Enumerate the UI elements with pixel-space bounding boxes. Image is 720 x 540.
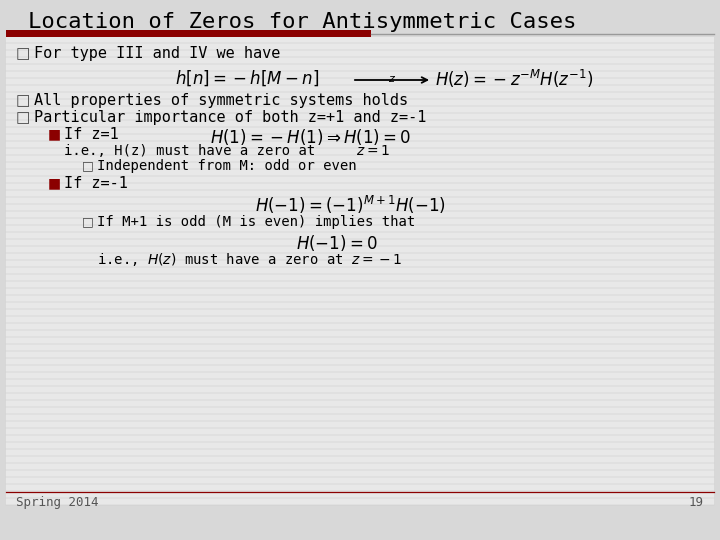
Text: $H(z) = -z^{-M}H(z^{-1})$: $H(z) = -z^{-M}H(z^{-1})$ [435,68,593,90]
Text: □: □ [82,159,94,172]
Bar [6,37,714,505]
Text: $z = 1$: $z = 1$ [356,144,390,158]
Text: If z=-1: If z=-1 [64,176,128,191]
Text: All properties of symmetric systems holds: All properties of symmetric systems hold… [34,93,408,108]
Text: ■: ■ [48,127,61,141]
Text: 19: 19 [689,496,704,509]
Text: $H(-1) = (-1)^{M+1}H(-1)$: $H(-1) = (-1)^{M+1}H(-1)$ [255,194,446,216]
Text: □: □ [16,110,30,125]
Text: If z=1: If z=1 [64,127,119,142]
Bar [6,30,371,37]
Text: Spring 2014: Spring 2014 [16,496,99,509]
Text: $H(-1) = 0$: $H(-1) = 0$ [296,233,378,253]
Text: $H(1) = -H(1) \Rightarrow H(1) = 0$: $H(1) = -H(1) \Rightarrow H(1) = 0$ [210,127,411,147]
Text: i.e., H(z) must have a zero at: i.e., H(z) must have a zero at [64,144,315,158]
Text: If M+1 is odd (M is even) implies that: If M+1 is odd (M is even) implies that [97,215,415,229]
Text: ■: ■ [48,176,61,190]
Text: $z$: $z$ [388,74,396,84]
Text: i.e., $H(z)$ must have a zero at $z = -1$: i.e., $H(z)$ must have a zero at $z = -1… [97,251,402,268]
Text: For type III and IV we have: For type III and IV we have [34,46,280,61]
Text: Particular importance of both z=+1 and z=-1: Particular importance of both z=+1 and z… [34,110,426,125]
Text: □: □ [82,215,94,228]
Text: Independent from M: odd or even: Independent from M: odd or even [97,159,356,173]
Text: □: □ [16,93,30,108]
Text: Location of Zeros for Antisymmetric Cases: Location of Zeros for Antisymmetric Case… [28,12,577,32]
Text: □: □ [16,46,30,61]
Text: $h[n] = -h[M-n]$: $h[n] = -h[M-n]$ [175,68,319,87]
